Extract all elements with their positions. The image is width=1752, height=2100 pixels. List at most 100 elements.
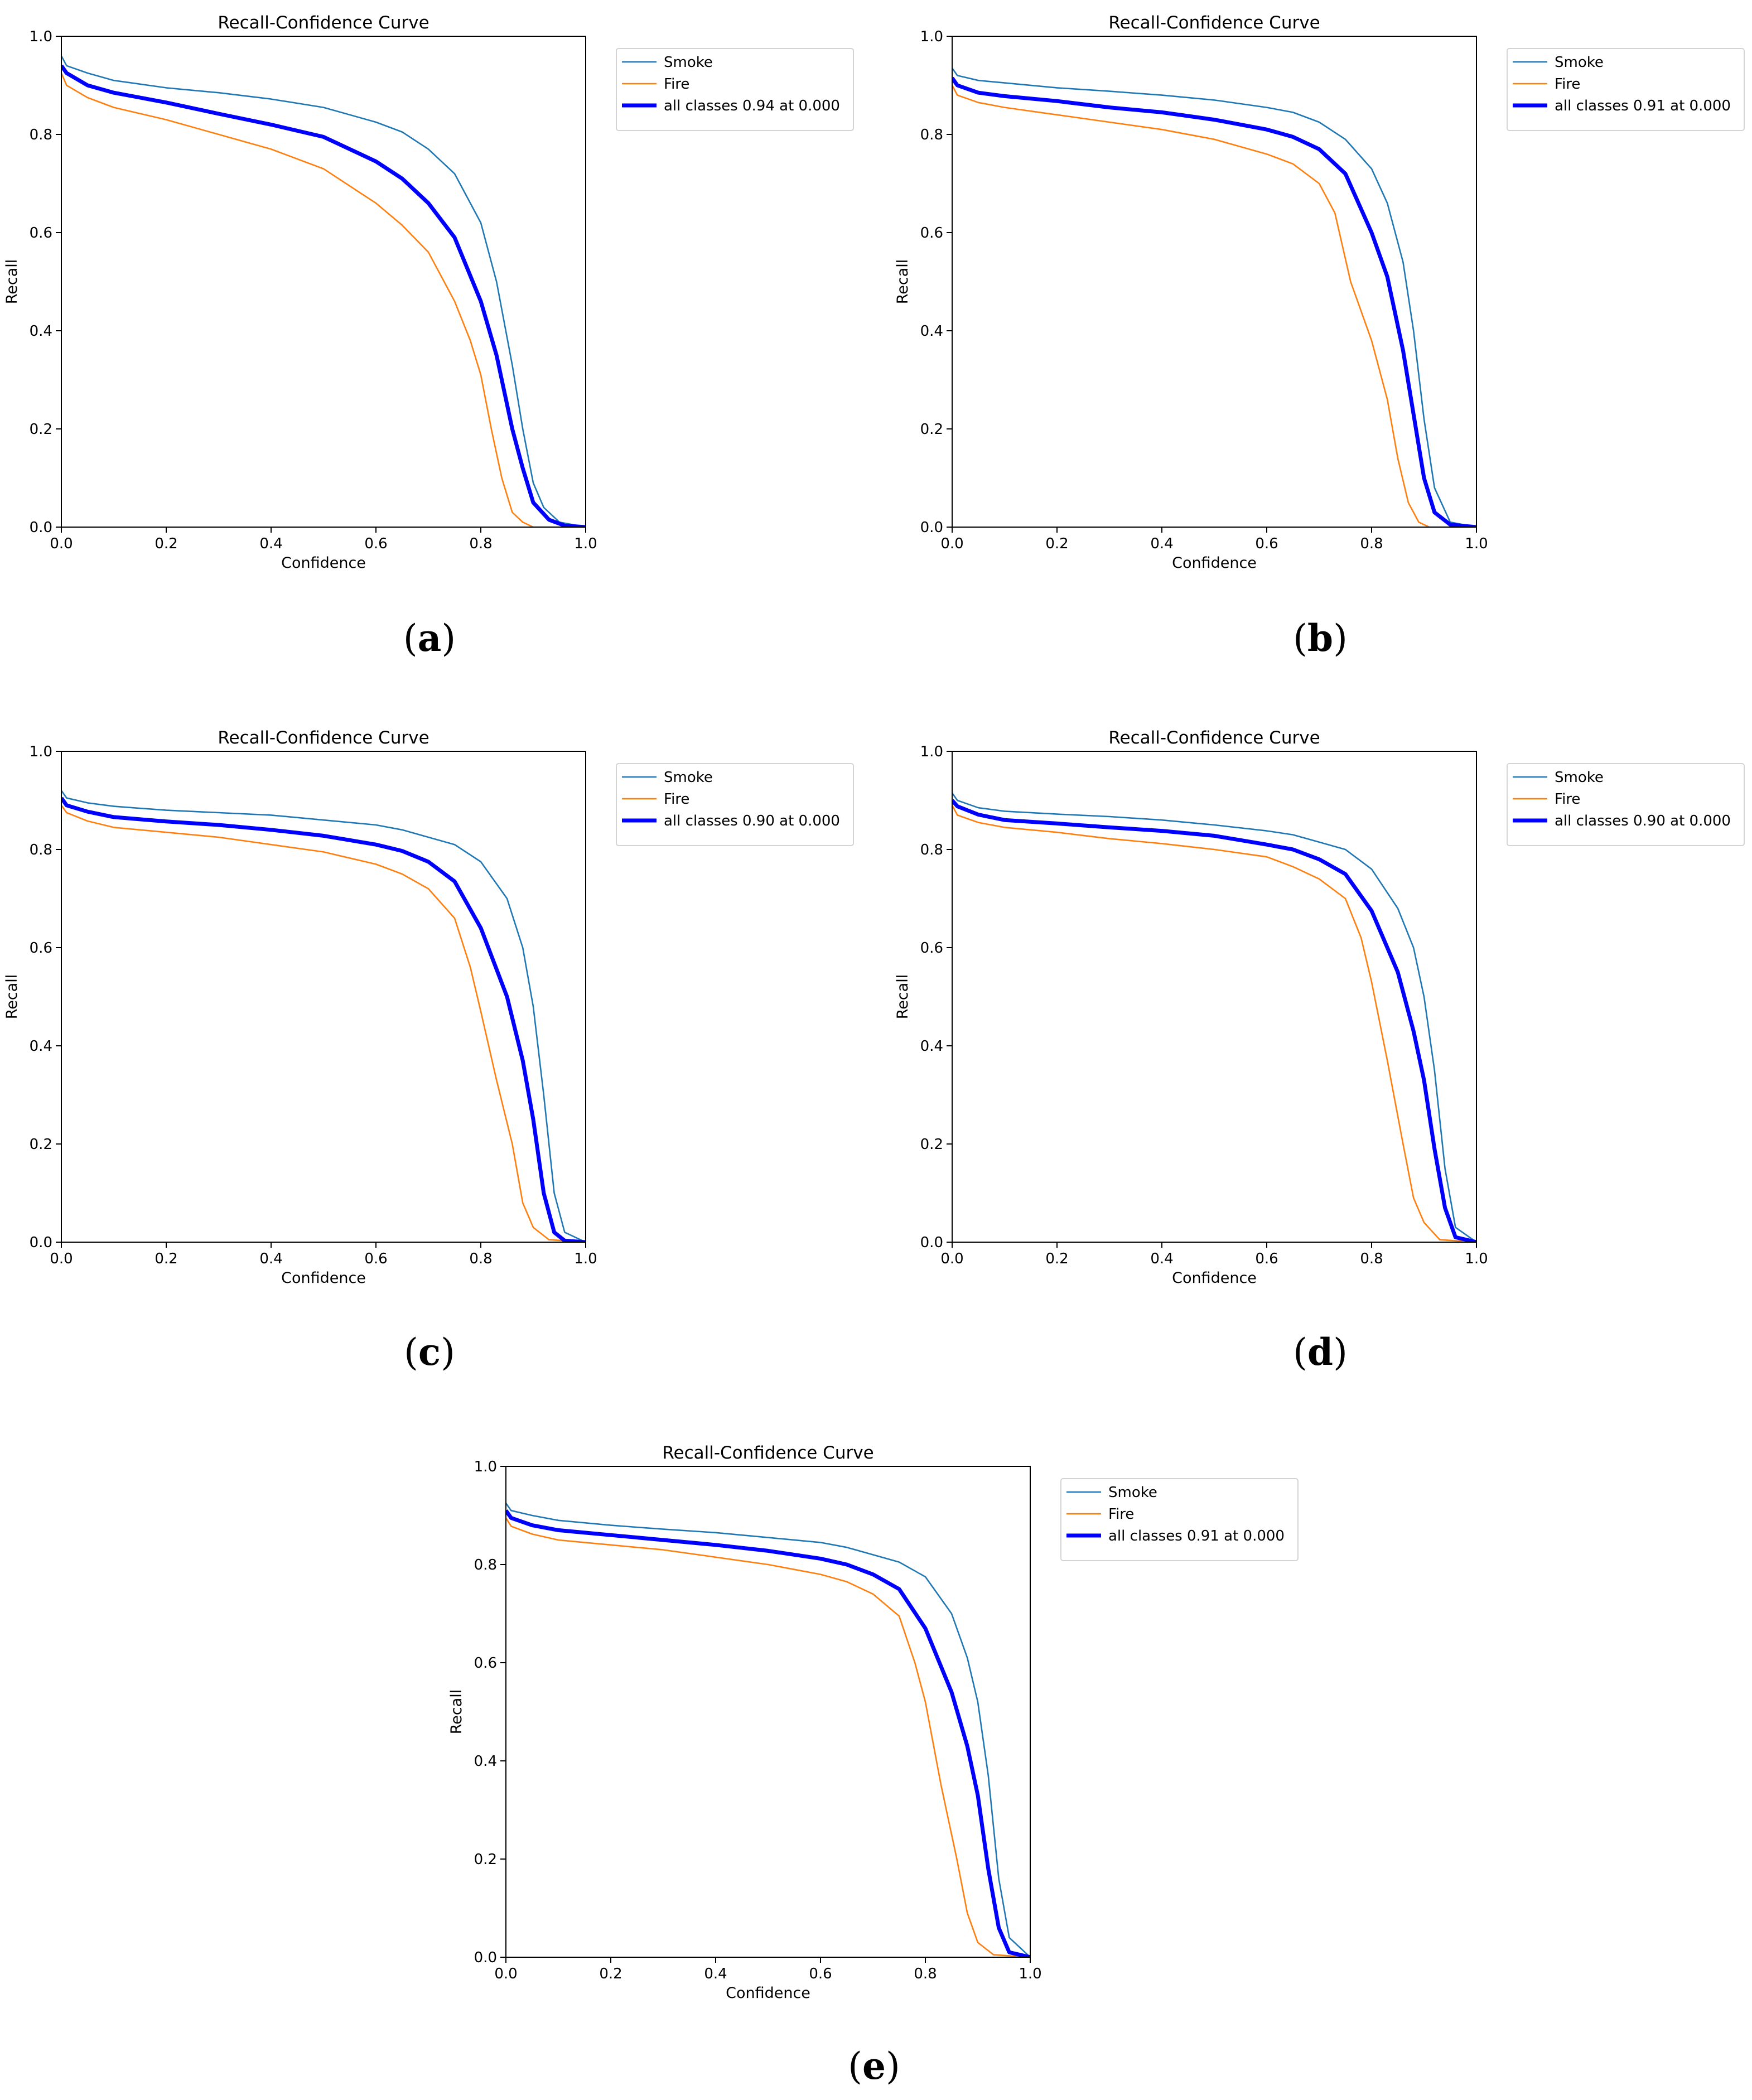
plot-area xyxy=(61,751,586,1242)
y-axis-label: Recall xyxy=(894,259,911,305)
x-axis-label: Confidence xyxy=(726,1985,810,2002)
y-axis-label: Recall xyxy=(3,259,21,305)
x-axis-label: Confidence xyxy=(1172,1269,1257,1287)
x-tick-label: 0.2 xyxy=(155,1251,177,1267)
x-tick-label: 0.8 xyxy=(1360,1251,1383,1267)
legend-label-1: Smoke xyxy=(1108,1484,1157,1501)
legend-label-2: Fire xyxy=(1555,76,1580,93)
x-tick-label: 1.0 xyxy=(574,535,597,552)
y-tick-label: 0.0 xyxy=(920,519,943,536)
chart-title: Recall-Confidence Curve xyxy=(218,13,429,33)
subfigure-label-e: (e) xyxy=(848,2044,900,2088)
subfigure-label-a: (a) xyxy=(403,616,456,660)
x-tick-label: 0.4 xyxy=(1150,1251,1173,1267)
x-tick-label: 0.4 xyxy=(704,1966,727,1982)
chart-title: Recall-Confidence Curve xyxy=(218,728,429,748)
x-tick-label: 0.4 xyxy=(259,535,282,552)
legend-label-2: Fire xyxy=(1555,791,1580,808)
series-line-1 xyxy=(952,793,1476,1242)
series-line-3 xyxy=(506,1509,1030,1957)
y-tick-label: 1.0 xyxy=(920,28,943,45)
series-line-1 xyxy=(61,790,586,1242)
legend-box xyxy=(1507,763,1745,846)
series-line-2 xyxy=(506,1517,1030,1957)
series-line-2 xyxy=(952,805,1476,1242)
x-tick-label: 0.4 xyxy=(259,1251,282,1267)
axes-frame xyxy=(952,751,1477,1243)
y-tick-label: 0.8 xyxy=(30,842,52,858)
x-tick-label: 0.6 xyxy=(364,535,387,552)
y-tick-label: 0.0 xyxy=(30,1234,52,1251)
chart-svg-c: Recall-Confidence Curve 0.0 0.2 0.4 0.6 0.8 1.… xyxy=(3,728,854,1287)
chart-title: Recall-Confidence Curve xyxy=(1108,13,1320,33)
y-tick-label: 0.6 xyxy=(30,225,52,242)
legend: Smoke Fire all classes 0.94 at 0.000 xyxy=(616,48,854,131)
y-tick-label: 1.0 xyxy=(30,28,52,45)
x-tick-label: 0.2 xyxy=(1045,1251,1068,1267)
series-line-3 xyxy=(952,799,1476,1242)
x-tick-label: 1.0 xyxy=(574,1251,597,1267)
y-tick-label: 0.6 xyxy=(30,940,52,957)
series-line-2 xyxy=(952,85,1476,527)
legend-label-3: all classes 0.91 at 0.000 xyxy=(1555,98,1731,114)
y-tick-label: 0.6 xyxy=(920,940,943,957)
series-line-2 xyxy=(61,73,586,527)
series-line-3 xyxy=(952,76,1476,527)
plot-area xyxy=(952,751,1476,1242)
x-axis-label: Confidence xyxy=(281,1269,366,1287)
legend-label-1: Smoke xyxy=(1555,769,1604,786)
plot-area xyxy=(61,36,586,527)
y-tick-label: 0.4 xyxy=(474,1753,497,1770)
chart-panel-a: Recall-Confidence Curve 0.0 0.2 0.4 0.6 0.8 1.… xyxy=(0,6,859,572)
plot-area xyxy=(506,1466,1030,1957)
series-line-3 xyxy=(61,64,586,527)
y-tick-label: 0.2 xyxy=(30,1136,52,1153)
chart-panel-c: Recall-Confidence Curve 0.0 0.2 0.4 0.6 0.8 1.… xyxy=(0,721,859,1287)
chart-title: Recall-Confidence Curve xyxy=(1108,728,1320,748)
y-axis-label: Recall xyxy=(448,1689,465,1735)
subfigure-label-d: (d) xyxy=(1293,1330,1348,1374)
legend-label-3: all classes 0.91 at 0.000 xyxy=(1108,1528,1285,1544)
legend-label-3: all classes 0.90 at 0.000 xyxy=(664,813,840,829)
x-axis-label: Confidence xyxy=(1172,554,1257,572)
y-axis-label: Recall xyxy=(3,974,21,1020)
x-tick-label: 0.6 xyxy=(809,1966,832,1982)
chart-panel-b: Recall-Confidence Curve 0.0 0.2 0.4 0.6 0.8 1.… xyxy=(891,6,1750,572)
x-tick-label: 0.8 xyxy=(469,1251,492,1267)
axes-frame xyxy=(952,36,1477,528)
y-tick-label: 0.4 xyxy=(920,1038,943,1055)
y-tick-label: 0.6 xyxy=(474,1655,497,1672)
y-tick-label: 0.8 xyxy=(30,127,52,143)
x-tick-label: 0.8 xyxy=(469,535,492,552)
y-tick-label: 0.4 xyxy=(30,1038,52,1055)
legend-label-1: Smoke xyxy=(664,54,713,71)
chart-svg-e: Recall-Confidence Curve 0.0 0.2 0.4 0.6 0.8 1.… xyxy=(448,1443,1299,2002)
chart-svg-a: Recall-Confidence Curve 0.0 0.2 0.4 0.6 0.8 1.… xyxy=(3,13,854,572)
chart-title: Recall-Confidence Curve xyxy=(662,1443,873,1463)
chart-svg-d: Recall-Confidence Curve 0.0 0.2 0.4 0.6 0.8 1.… xyxy=(894,728,1745,1287)
y-tick-label: 1.0 xyxy=(474,1459,497,1475)
legend-label-2: Fire xyxy=(664,791,689,808)
x-tick-label: 0.0 xyxy=(494,1966,517,1982)
x-tick-label: 0.4 xyxy=(1150,535,1173,552)
series-line-2 xyxy=(61,805,586,1242)
y-tick-label: 0.8 xyxy=(474,1557,497,1573)
x-tick-label: 0.6 xyxy=(1255,1251,1278,1267)
legend-box xyxy=(1060,1478,1299,1561)
y-tick-label: 0.2 xyxy=(30,421,52,438)
x-tick-label: 0.8 xyxy=(1360,535,1383,552)
legend: Smoke Fire all classes 0.90 at 0.000 xyxy=(616,763,854,846)
x-tick-label: 1.0 xyxy=(1019,1966,1041,1982)
y-tick-label: 0.0 xyxy=(920,1234,943,1251)
chart-panel-e: Recall-Confidence Curve 0.0 0.2 0.4 0.6 0.8 1.… xyxy=(445,1436,1304,2002)
y-tick-label: 0.8 xyxy=(920,127,943,143)
x-tick-label: 0.2 xyxy=(155,535,177,552)
series-line-1 xyxy=(61,55,586,527)
x-tick-label: 0.6 xyxy=(364,1251,387,1267)
y-tick-label: 0.4 xyxy=(30,323,52,340)
y-tick-label: 0.2 xyxy=(920,1136,943,1153)
legend-label-1: Smoke xyxy=(1555,54,1604,71)
x-tick-label: 0.0 xyxy=(940,1251,963,1267)
y-tick-label: 1.0 xyxy=(30,744,52,760)
legend-label-2: Fire xyxy=(1108,1506,1134,1523)
